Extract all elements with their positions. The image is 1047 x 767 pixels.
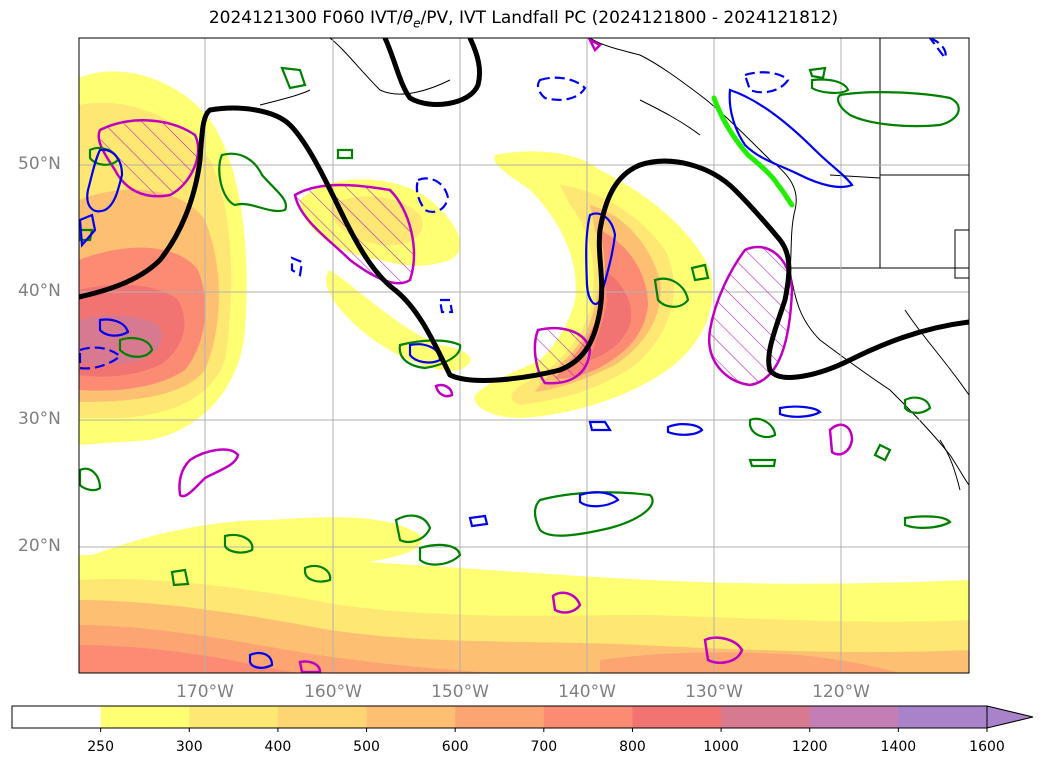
colorbar-swatch [898, 706, 988, 728]
lat-label-30n: 30°N [18, 409, 61, 429]
lon-label-140w: 140°W [558, 682, 616, 702]
magenta-contours [178, 38, 854, 673]
plot-frame [78, 37, 970, 674]
colorbar-extend-arrow [986, 705, 1034, 729]
lat-label-40n: 40°N [18, 281, 61, 301]
colorbar-swatch [721, 706, 811, 728]
blue-dashed-contours [79, 38, 947, 370]
colorbar-label: 1600 [969, 739, 1005, 755]
colorbar-label: 1200 [791, 739, 828, 755]
lon-label-130w: 130°W [685, 682, 743, 702]
colorbar [11, 705, 1034, 732]
blue-solid-contours [79, 88, 854, 669]
colorbar-swatch [12, 706, 102, 728]
colorbar-swatch [455, 706, 545, 728]
lat-label-20n: 20°N [18, 536, 61, 556]
plot-area [79, 38, 969, 673]
landfall-segment [711, 95, 795, 208]
colorbar-swatch [632, 706, 722, 728]
colorbar-label: 700 [530, 739, 558, 755]
lon-label-120w: 120°W [812, 682, 870, 702]
pv-contour [79, 38, 969, 383]
lat-label-50n: 50°N [18, 154, 61, 174]
colorbar-label: 300 [175, 739, 203, 755]
title-prefix: 2024121300 F060 IVT/ [208, 8, 403, 28]
ivt-shading-south [79, 517, 969, 673]
colorbar-label: 1400 [880, 739, 917, 755]
colorbar-swatch [543, 706, 633, 728]
title-theta: θ [402, 8, 414, 28]
colorbar-label: 1000 [703, 739, 739, 755]
colorbar-label: 400 [264, 739, 292, 755]
map-title: 2024121300 F060 IVT/θe/PV, IVT Landfall … [0, 8, 1047, 30]
lon-label-150w: 150°W [431, 682, 489, 702]
colorbar-swatch [189, 706, 279, 728]
colorbar-label: 250 [87, 739, 114, 755]
green-contours [79, 66, 960, 587]
colorbar-swatch [366, 706, 456, 728]
lon-label-160w: 160°W [304, 682, 362, 702]
colorbar-swatch [100, 706, 190, 728]
colorbar-label: 800 [619, 739, 646, 755]
colorbar-label: 500 [353, 739, 380, 755]
colorbar-frame [11, 705, 987, 729]
colorbar-label: 600 [441, 739, 469, 755]
colorbar-swatch [277, 706, 368, 728]
coastlines [259, 38, 969, 491]
title-theta-sub: e [413, 16, 421, 31]
lon-label-170w: 170°W [176, 682, 234, 702]
title-suffix: /PV, IVT Landfall PC (2024121800 - 20241… [420, 8, 839, 28]
ivt-shading-east [474, 151, 713, 419]
colorbar-swatch [809, 706, 899, 728]
